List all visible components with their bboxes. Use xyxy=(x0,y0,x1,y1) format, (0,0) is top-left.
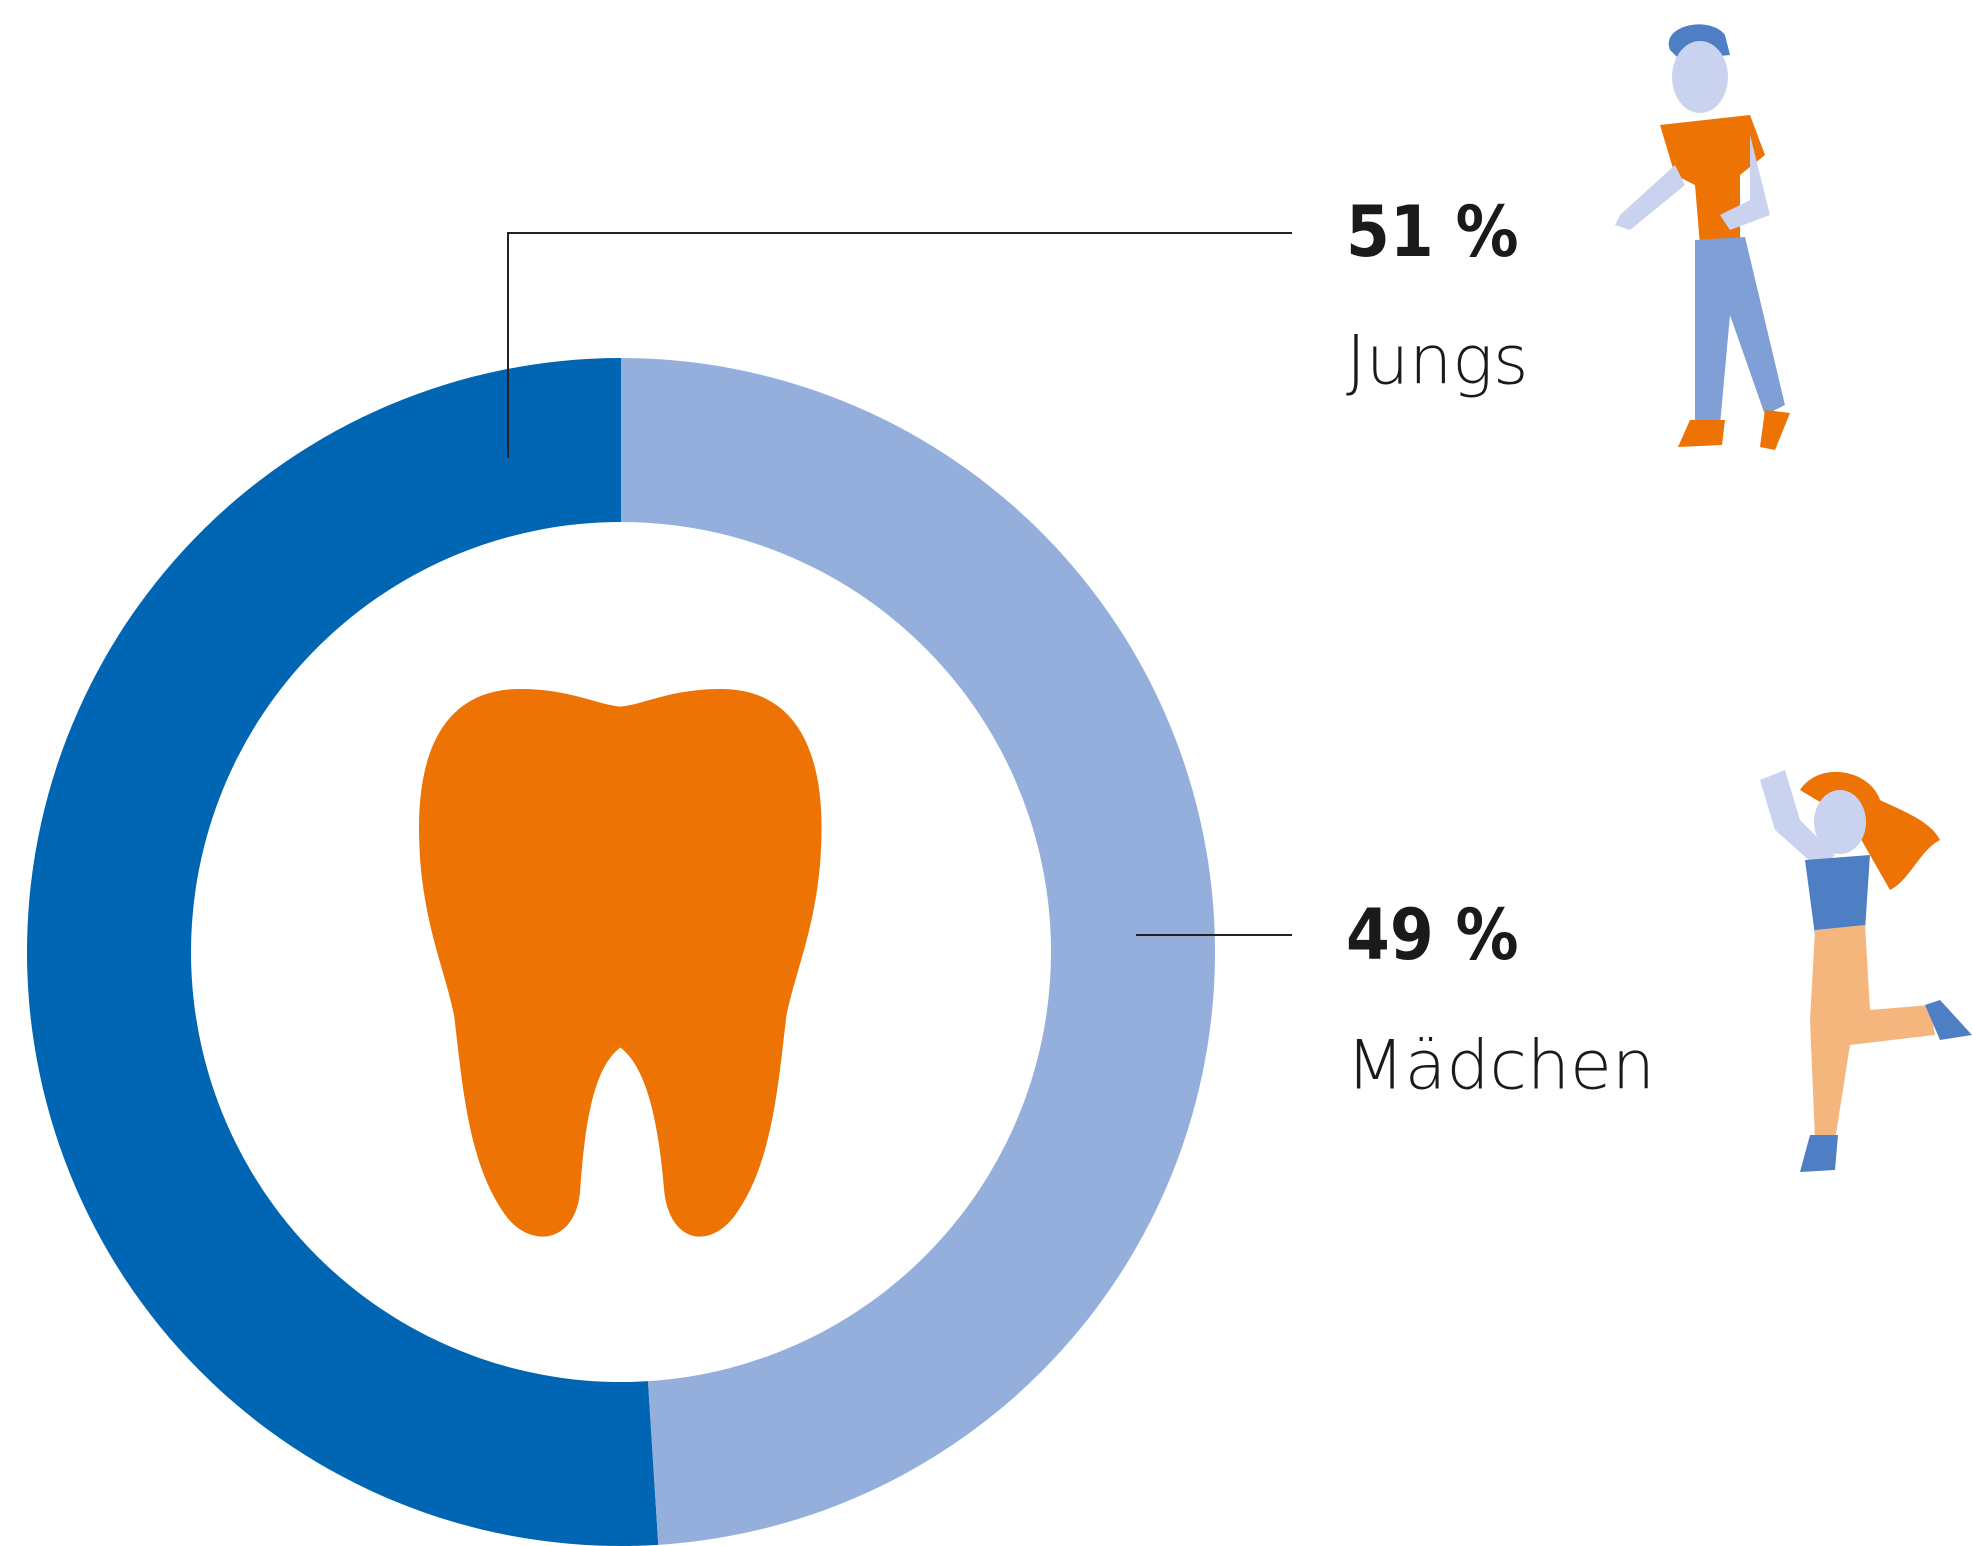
tooth-icon xyxy=(419,689,822,1237)
boy-illustration xyxy=(1615,24,1790,450)
category-label: Jungs xyxy=(1346,322,1528,401)
girl-illustration xyxy=(1760,770,1972,1172)
leader-line xyxy=(507,232,1292,458)
value-label: 51 % xyxy=(1346,191,1519,273)
donut xyxy=(27,358,1215,1546)
donut-slice xyxy=(621,358,1215,1545)
category-label: Mädchen xyxy=(1346,1027,1655,1106)
value-label: 49 % xyxy=(1346,894,1519,976)
donut-slice xyxy=(27,358,659,1546)
